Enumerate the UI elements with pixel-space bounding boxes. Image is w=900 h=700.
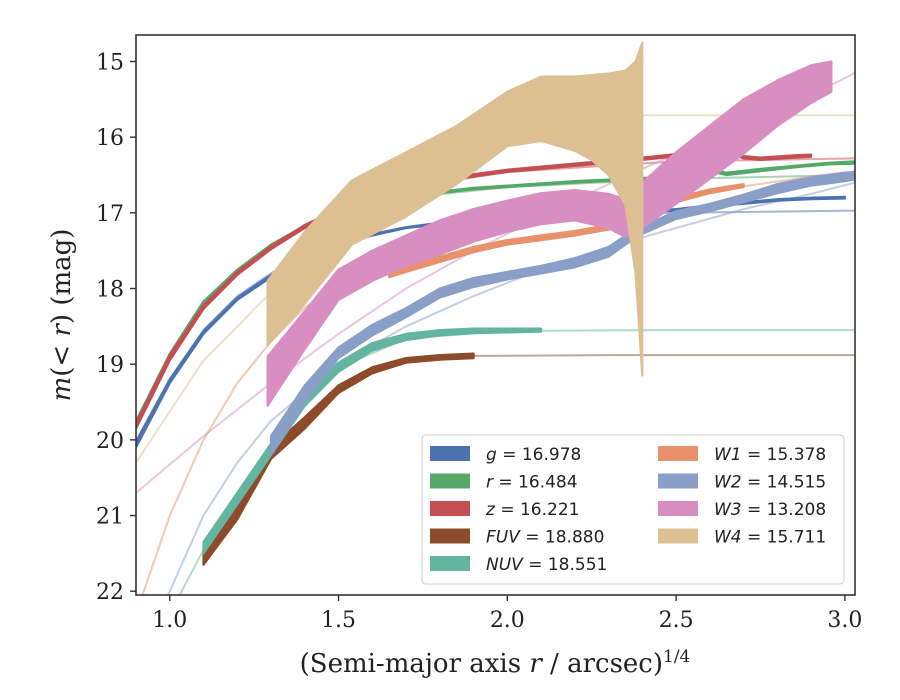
legend-label-w3: W3 = 13.208 [714,500,826,520]
legend-swatch-g [430,446,470,461]
legend-label-z: z = 16.221 [485,500,579,520]
legend-swatch-w1 [658,446,698,461]
legend: g = 16.978 r = 16.484 z = 16.221 FUV = 18.8… [421,434,845,585]
legend-swatch-w3 [658,501,698,516]
legend-label-fuv: FUV = 18.880 [486,528,604,548]
x-tick-label: 3.0 [827,608,862,633]
data-band-w2 [269,170,855,457]
y-tick-label: 17 [96,202,124,227]
y-tick-label: 21 [96,505,124,530]
x-tick-label: 2.5 [659,608,694,633]
data-band-fuv [202,352,475,566]
y-tick-label: 16 [96,126,124,151]
y-tick-label: 20 [96,429,124,454]
data-bands [136,41,855,566]
legend-swatch-w4 [658,528,698,544]
model-line-fuv [473,354,855,357]
data-band-w3 [266,60,833,407]
legend-swatch-nuv [430,556,470,571]
legend-label-w4: W4 = 15.711 [714,528,826,548]
model-line-w2 [166,181,855,595]
x-tick-label: 1.0 [152,608,187,633]
legend-swatch-z [430,501,470,516]
x-axis-label: (Semi-major axis r / arcsec)1/4 [300,647,691,679]
y-tick-label: 15 [96,50,124,75]
data-band-w4 [266,41,644,377]
y-tick-label: 18 [96,278,124,303]
legend-label-nuv: NUV = 18.551 [486,555,607,575]
y-axis: 15 16 17 18 19 20 21 22 [96,50,136,605]
x-axis: 1.0 1.5 2.0 2.5 3.0 [152,595,862,633]
plot-frame [135,34,856,596]
legend-box [421,434,845,585]
legend-label-r: r = 16.484 [486,473,578,493]
y-tick-label: 19 [96,353,124,378]
y-tick-label: 22 [96,580,124,605]
legend-label-w2: W2 = 14.515 [714,473,826,493]
x-tick-label: 2.0 [490,608,525,633]
legend-label-w1: W1 = 15.378 [714,445,826,465]
y-axis-label: m(< r) (mag) [47,229,77,402]
legend-label-g: g = 16.978 [486,445,581,465]
legend-swatch-r [430,473,470,489]
legend-swatch-w2 [658,473,698,489]
legend-swatch-fuv [430,528,470,544]
x-tick-label: 1.5 [321,608,356,633]
